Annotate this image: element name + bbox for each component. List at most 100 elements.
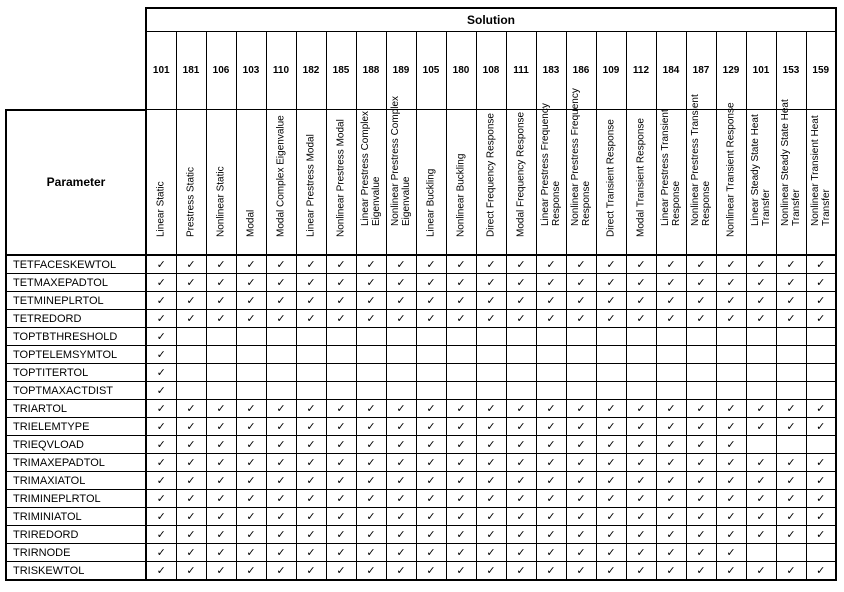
check-mark-icon: ✓ <box>325 525 357 544</box>
empty-cell <box>565 363 597 382</box>
check-mark-icon: ✓ <box>355 489 387 508</box>
check-mark-icon: ✓ <box>355 417 387 436</box>
check-mark-icon: ✓ <box>595 417 627 436</box>
solution-label-cell: Nonlinear Static <box>205 109 237 256</box>
empty-cell <box>685 327 717 346</box>
solution-header: Solution <box>145 7 837 32</box>
check-mark-icon: ✓ <box>175 291 207 310</box>
check-mark-icon: ✓ <box>325 561 357 581</box>
solution-number: 186 <box>565 31 597 110</box>
check-mark-icon: ✓ <box>805 309 837 328</box>
empty-cell <box>715 363 747 382</box>
check-mark-icon: ✓ <box>325 507 357 526</box>
solution-label-cell: Linear Prestress Complex Eigenvalue <box>355 109 387 256</box>
solution-number: 105 <box>415 31 447 110</box>
check-mark-icon: ✓ <box>385 453 417 472</box>
solution-number: 187 <box>685 31 717 110</box>
check-mark-icon: ✓ <box>805 471 837 490</box>
empty-cell <box>235 381 267 400</box>
check-mark-icon: ✓ <box>475 291 507 310</box>
check-mark-icon: ✓ <box>655 507 687 526</box>
empty-cell <box>655 345 687 364</box>
empty-cell <box>385 327 417 346</box>
empty-cell <box>745 345 777 364</box>
check-mark-icon: ✓ <box>385 543 417 562</box>
check-mark-icon: ✓ <box>415 489 447 508</box>
check-mark-icon: ✓ <box>475 561 507 581</box>
check-mark-icon: ✓ <box>595 471 627 490</box>
check-mark-icon: ✓ <box>625 471 657 490</box>
check-mark-icon: ✓ <box>235 471 267 490</box>
check-mark-icon: ✓ <box>145 273 177 292</box>
solution-label-cell: Linear Prestress Modal <box>295 109 327 256</box>
empty-cell <box>775 327 807 346</box>
check-mark-icon: ✓ <box>535 543 567 562</box>
check-mark-icon: ✓ <box>535 291 567 310</box>
table-row: TRIRNODE ✓ ✓ ✓ ✓ ✓ ✓ ✓ ✓ ✓ ✓ ✓ ✓ ✓ ✓ ✓ ✓ ✓ ✓ ✓ ✓ <box>5 543 837 562</box>
check-mark-icon: ✓ <box>775 471 807 490</box>
check-mark-icon: ✓ <box>625 291 657 310</box>
check-mark-icon: ✓ <box>415 309 447 328</box>
check-mark-icon: ✓ <box>325 435 357 454</box>
check-mark-icon: ✓ <box>505 254 537 274</box>
check-mark-icon: ✓ <box>625 453 657 472</box>
parameter-name: TOPTMAXACTDIST <box>5 381 147 400</box>
table-row: TOPTELEMSYMTOL ✓ <box>5 345 837 364</box>
check-mark-icon: ✓ <box>685 399 717 418</box>
empty-cell <box>355 363 387 382</box>
check-mark-icon: ✓ <box>565 453 597 472</box>
check-mark-icon: ✓ <box>265 453 297 472</box>
empty-cell <box>655 363 687 382</box>
check-mark-icon: ✓ <box>685 507 717 526</box>
check-mark-icon: ✓ <box>235 435 267 454</box>
check-mark-icon: ✓ <box>625 309 657 328</box>
empty-cell <box>655 327 687 346</box>
check-mark-icon: ✓ <box>445 399 477 418</box>
empty-cell <box>265 327 297 346</box>
empty-cell <box>655 381 687 400</box>
check-mark-icon: ✓ <box>175 507 207 526</box>
check-mark-icon: ✓ <box>565 273 597 292</box>
check-mark-icon: ✓ <box>295 453 327 472</box>
empty-cell <box>595 327 627 346</box>
solution-label: Nonlinear Prestress Modal <box>335 119 347 237</box>
check-mark-icon: ✓ <box>565 507 597 526</box>
check-mark-icon: ✓ <box>595 525 627 544</box>
empty-cell <box>355 345 387 364</box>
check-mark-icon: ✓ <box>415 417 447 436</box>
empty-cell <box>505 327 537 346</box>
check-mark-icon: ✓ <box>655 471 687 490</box>
check-mark-icon: ✓ <box>325 453 357 472</box>
check-mark-icon: ✓ <box>295 507 327 526</box>
solution-label-cell: Linear Prestress Transient Response <box>655 109 687 256</box>
check-mark-icon: ✓ <box>385 417 417 436</box>
parameter-name: TETFACESKEWTOL <box>5 254 147 274</box>
check-mark-icon: ✓ <box>385 507 417 526</box>
parameter-name: TRIMAXEPADTOL <box>5 453 147 472</box>
empty-cell <box>805 543 837 562</box>
empty-cell <box>565 345 597 364</box>
empty-cell <box>415 363 447 382</box>
check-mark-icon: ✓ <box>235 507 267 526</box>
solution-label-cell: Modal Frequency Response <box>505 109 537 256</box>
table-row: TRIMINEPLRTOL ✓ ✓ ✓ ✓ ✓ ✓ ✓ ✓ ✓ ✓ ✓ ✓ ✓ ✓ ✓ ✓ ✓ ✓ ✓ ✓ ✓ ✓ ✓ <box>5 489 837 508</box>
check-mark-icon: ✓ <box>205 489 237 508</box>
check-mark-icon: ✓ <box>535 471 567 490</box>
check-mark-icon: ✓ <box>655 543 687 562</box>
parameter-name: TRIMINIATOL <box>5 507 147 526</box>
check-mark-icon: ✓ <box>325 273 357 292</box>
empty-cell <box>235 345 267 364</box>
check-mark-icon: ✓ <box>415 507 447 526</box>
check-mark-icon: ✓ <box>145 363 177 382</box>
empty-cell <box>715 345 747 364</box>
check-mark-icon: ✓ <box>175 525 207 544</box>
check-mark-icon: ✓ <box>595 273 627 292</box>
check-mark-icon: ✓ <box>715 525 747 544</box>
check-mark-icon: ✓ <box>265 254 297 274</box>
check-mark-icon: ✓ <box>805 417 837 436</box>
solution-label: Nonlinear Static <box>215 166 227 237</box>
check-mark-icon: ✓ <box>445 561 477 581</box>
check-mark-icon: ✓ <box>565 525 597 544</box>
check-mark-icon: ✓ <box>505 525 537 544</box>
check-mark-icon: ✓ <box>355 254 387 274</box>
